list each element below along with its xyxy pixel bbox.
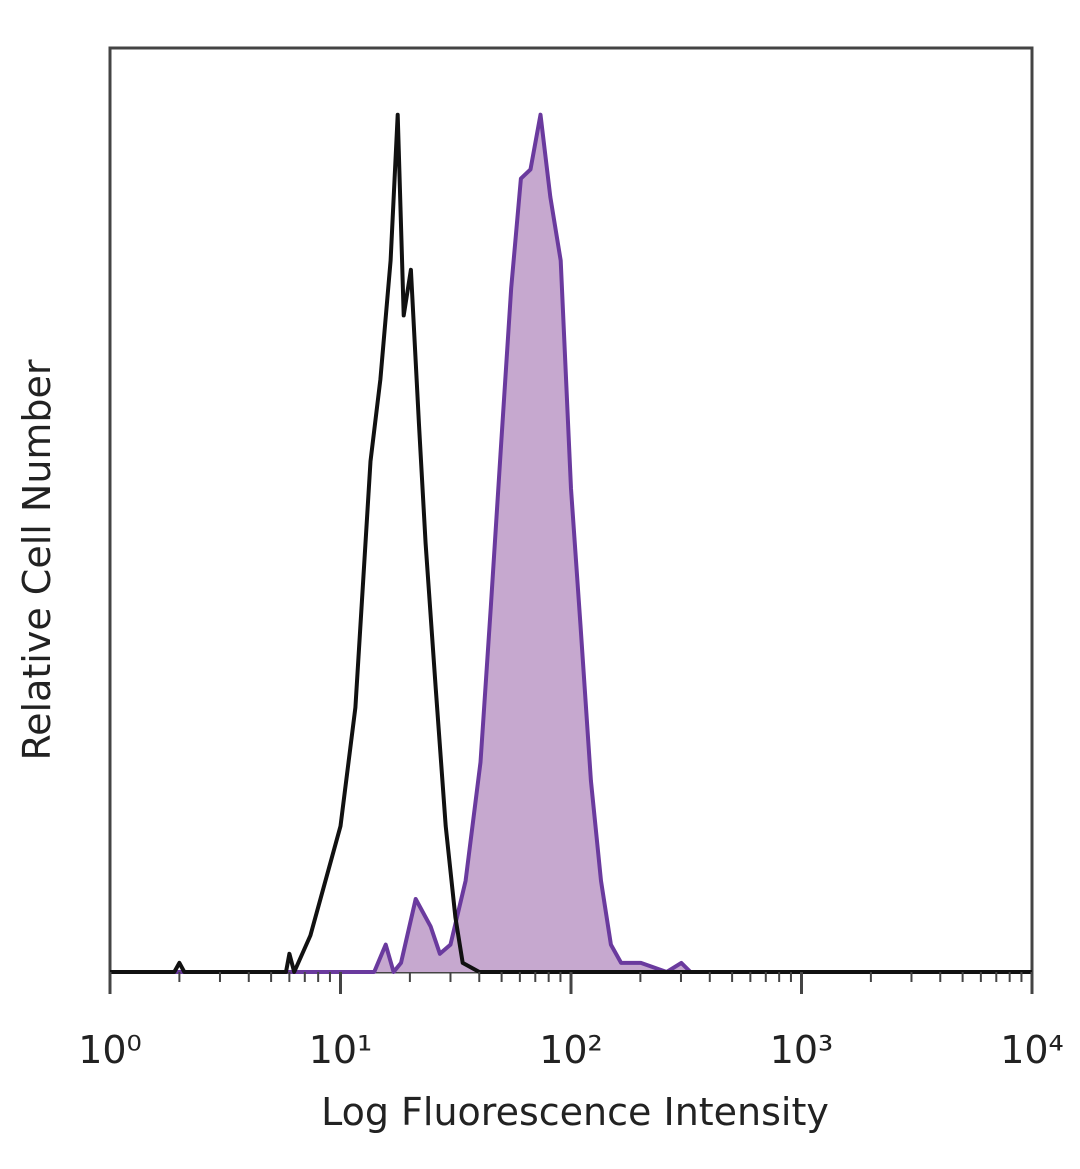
x-tick-label: 10⁰ bbox=[78, 1028, 142, 1072]
x-tick-label: 10² bbox=[539, 1028, 603, 1072]
histogram-area bbox=[110, 114, 1032, 972]
histogram-line bbox=[110, 112, 1032, 974]
x-tick-label: 10³ bbox=[770, 1028, 834, 1072]
x-tick-label: 10⁴ bbox=[1000, 1028, 1064, 1072]
y-axis-label: Relative Cell Number bbox=[15, 359, 59, 760]
x-tick-label: 10¹ bbox=[309, 1028, 373, 1072]
histogram-line bbox=[110, 112, 1032, 974]
x-axis-label: Log Fluorescence Intensity bbox=[321, 1090, 829, 1134]
